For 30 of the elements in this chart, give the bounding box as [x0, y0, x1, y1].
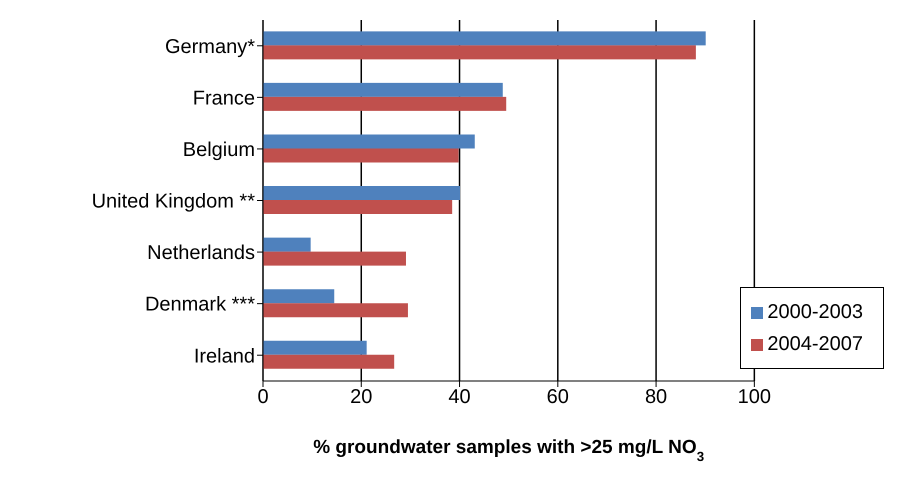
y-tick-label: United Kingdom ** [92, 190, 256, 213]
bar [263, 82, 503, 97]
y-tick-label: Netherlands [147, 242, 255, 264]
x-tick-label: 100 [738, 386, 772, 408]
bar [263, 148, 459, 162]
y-tick-label: Ireland [194, 345, 255, 368]
y-tick-label: Belgium [182, 139, 255, 162]
x-tick-label: 20 [350, 386, 372, 408]
bar [263, 289, 334, 304]
y-tick-label: Denmark *** [144, 294, 256, 316]
legend-label: 2000-2003 [767, 301, 863, 323]
y-tick-label: Germany* [164, 36, 256, 58]
bar [263, 186, 460, 200]
bar [263, 252, 406, 266]
bar [263, 303, 408, 318]
bar [263, 134, 475, 148]
bar [263, 45, 696, 60]
bar [263, 354, 394, 369]
bar [263, 340, 367, 355]
x-tick-label: 0 [257, 386, 269, 408]
bar [263, 238, 311, 252]
x-tick-label: 40 [448, 386, 471, 408]
x-axis-title: % groundwater samples with >25 mg/L NO$_{3}$ [313, 437, 704, 464]
bar [263, 31, 706, 46]
x-tick-label: 60 [546, 386, 569, 408]
legend-label: 2004-2007 [767, 333, 863, 355]
bar [263, 96, 506, 111]
x-tick-label: 80 [644, 386, 668, 408]
y-tick-label: France [192, 87, 255, 110]
bar [263, 200, 452, 214]
